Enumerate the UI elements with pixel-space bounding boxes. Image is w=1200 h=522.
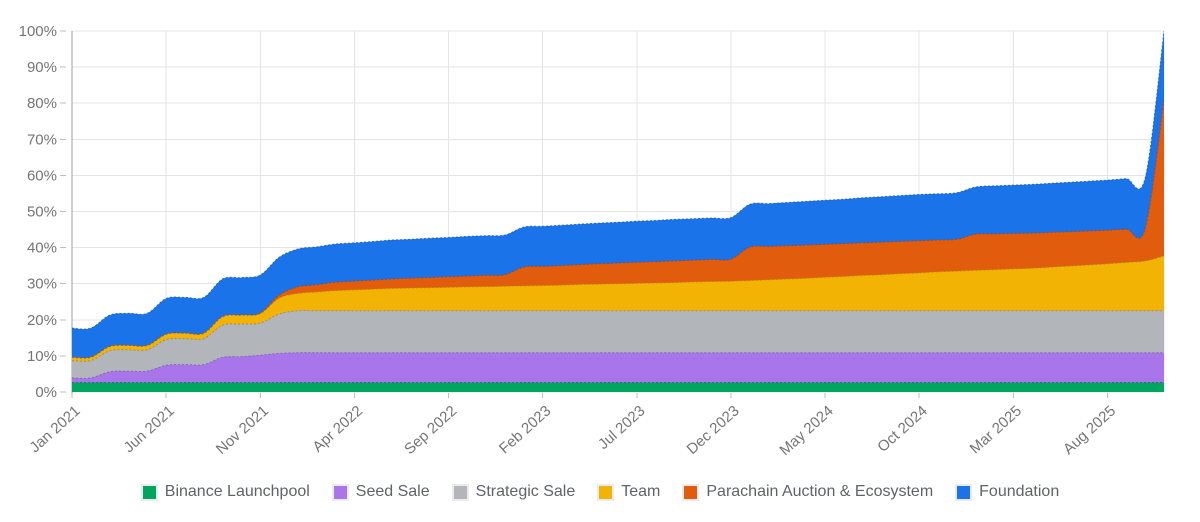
y-axis-tick-label: 70% — [27, 131, 57, 148]
y-axis-tick-label: 50% — [27, 204, 57, 221]
y-axis-tick-label: 30% — [27, 276, 57, 293]
legend-item-seed-sale: Seed Sale — [331, 483, 430, 501]
y-axis-tick-label: 60% — [27, 167, 57, 184]
y-axis-tick-label: 20% — [27, 312, 57, 329]
y-axis-tick-label: 100% — [19, 23, 57, 40]
legend-item-strategic-sale: Strategic Sale — [451, 483, 576, 501]
legend-label: Seed Sale — [355, 483, 430, 500]
legend-label: Foundation — [979, 483, 1060, 500]
legend-label: Team — [621, 483, 661, 500]
x-axis-tick-label: Feb 2023 — [496, 402, 554, 457]
legend-item-foundation: Foundation — [955, 483, 1059, 501]
x-axis-tick-label: Jun 2021 — [121, 402, 178, 456]
chart-legend: Binance Launchpool Seed Sale Strategic Sal… — [0, 483, 1200, 501]
y-axis-labels: 0% 10% 20% 30% 40% 50% 60% 70% 80% 90% 100% — [19, 23, 66, 401]
x-axis-tick-label: Aug 2025 — [1060, 402, 1119, 458]
legend-item-parachain-auction-ecosystem: Parachain Auction & Ecosystem — [682, 483, 933, 501]
legend-item-team: Team — [597, 483, 660, 501]
legend-swatch-parachain-auction-ecosystem — [682, 483, 700, 501]
area-edges — [72, 30, 1164, 384]
legend-swatch-seed-sale — [331, 483, 349, 501]
x-axis-tick-label: Oct 2024 — [874, 402, 931, 455]
x-axis-tick-label: Mar 2025 — [967, 402, 1025, 457]
y-axis-tick-label: 40% — [27, 240, 57, 257]
y-axis-tick-label: 10% — [27, 348, 57, 365]
legend-label: Binance Launchpool — [164, 483, 310, 500]
legend-swatch-foundation — [955, 483, 973, 501]
stacked-area-chart[interactable]: 0% 10% 20% 30% 40% 50% 60% 70% 80% 90% 100% Jan 202… — [0, 0, 1200, 474]
x-axis-tick-label: Nov 2021 — [213, 402, 272, 458]
legend-swatch-binance-launchpool — [140, 483, 158, 501]
y-axis-tick-label: 90% — [27, 59, 57, 76]
legend-swatch-strategic-sale — [451, 483, 469, 501]
y-axis-tick-label: 80% — [27, 95, 57, 112]
legend-label: Strategic Sale — [475, 483, 576, 500]
x-axis-tick-label: Jan 2021 — [26, 402, 83, 456]
chart-canvas[interactable]: 0% 10% 20% 30% 40% 50% 60% 70% 80% 90% 100% Jan 202… — [0, 0, 1200, 474]
x-axis-tick-label: May 2024 — [776, 402, 836, 459]
y-axis-tick-label: 0% — [35, 384, 57, 401]
legend-label: Parachain Auction & Ecosystem — [706, 483, 934, 500]
x-axis-tick-label: Sep 2022 — [401, 402, 460, 458]
area-binance-launchpool[interactable] — [72, 382, 1164, 392]
x-axis-tick-label: Jul 2023 — [595, 402, 649, 453]
legend-item-binance-launchpool: Binance Launchpool — [140, 483, 310, 501]
x-axis-tick-label: Apr 2022 — [309, 402, 366, 455]
legend-swatch-team — [597, 483, 615, 501]
x-axis-tick-label: Dec 2023 — [684, 402, 743, 458]
x-axis-labels: Jan 2021 Jun 2021 Nov 2021 Apr 2022 Sep 2022… — [26, 393, 1119, 459]
